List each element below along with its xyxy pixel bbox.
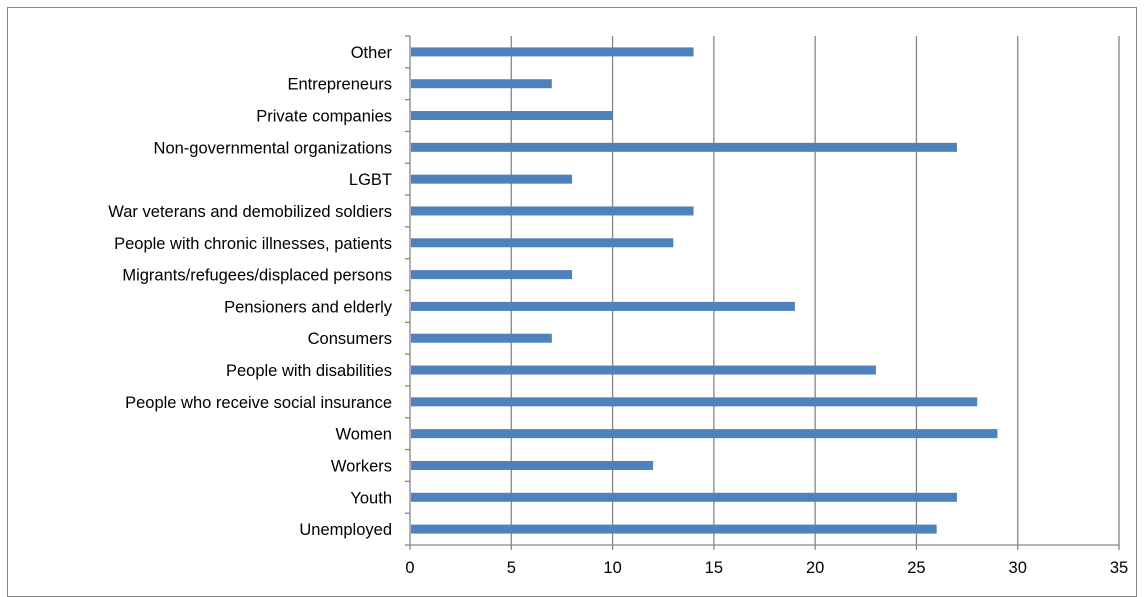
bar	[411, 174, 573, 184]
bar	[411, 460, 654, 470]
category-label: People with chronic illnesses, patients	[114, 235, 392, 253]
bar	[411, 397, 978, 407]
category-label: Consumers	[308, 330, 392, 348]
category-label: Migrants/refugees/displaced persons	[122, 267, 392, 285]
category-label: Private companies	[256, 108, 392, 126]
axes	[405, 35, 1119, 550]
category-label: Pensioners and elderly	[224, 298, 393, 316]
x-tick-label: 25	[907, 559, 925, 577]
x-tick-label: 35	[1110, 559, 1128, 577]
category-label: LGBT	[349, 171, 392, 189]
category-label: Youth	[350, 489, 392, 507]
bars	[411, 47, 998, 534]
category-label: Women	[335, 426, 392, 444]
bar	[411, 301, 795, 311]
category-label: Other	[351, 44, 393, 62]
bar	[411, 524, 937, 534]
bar	[411, 142, 957, 152]
bar	[411, 206, 694, 216]
x-tick-label: 5	[507, 559, 516, 577]
x-tick-label: 0	[405, 559, 414, 577]
bar	[411, 238, 674, 248]
category-label: Workers	[331, 457, 392, 475]
tick-labels: 0 5 10 15 20 25 30 35	[405, 559, 1128, 577]
x-tick-label: 30	[1009, 559, 1027, 577]
bar	[411, 429, 998, 439]
x-tick-label: 10	[603, 559, 621, 577]
x-tick-label: 15	[705, 559, 723, 577]
category-label: Non-governmental organizations	[154, 139, 392, 157]
bar	[411, 270, 573, 280]
category-label: War veterans and demobilized soldiers	[108, 203, 392, 221]
bar	[411, 47, 694, 57]
category-label: People with disabilities	[226, 362, 392, 380]
category-label: Entrepreneurs	[287, 76, 392, 94]
x-tick-label: 20	[806, 559, 824, 577]
category-label: People who receive social insurance	[125, 394, 392, 412]
bar	[411, 333, 552, 343]
bar	[411, 492, 957, 502]
category-label: Unemployed	[299, 521, 392, 539]
bar	[411, 365, 876, 375]
bar	[411, 111, 613, 121]
category-labels: Unemployed Youth Workers Women People who re…	[108, 44, 392, 539]
bar	[411, 79, 552, 89]
